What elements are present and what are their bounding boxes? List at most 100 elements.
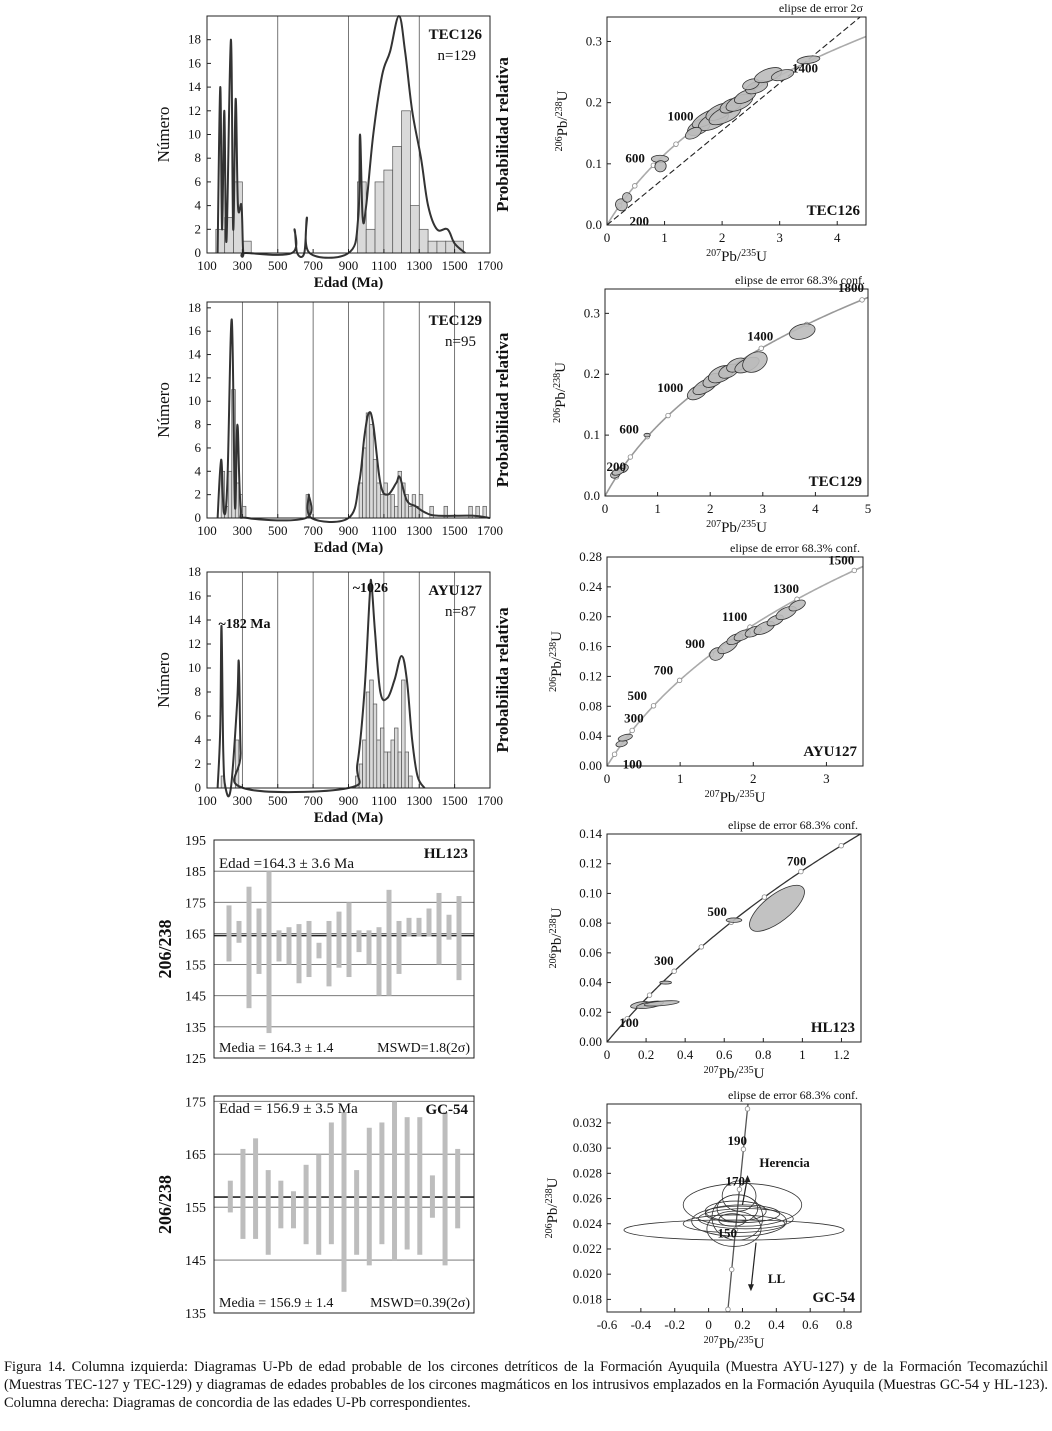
y-tick-label: 14 [188,347,202,362]
y-tick-label: 10 [188,393,201,408]
age-label: 500 [628,688,648,703]
x-tick-label: 0.6 [716,1047,733,1062]
age-error-bar [436,892,442,965]
histogram-bar [392,146,402,254]
histogram-bar [390,494,395,519]
x-tick-label: 100 [197,793,217,808]
y-tick-label: 0 [195,245,202,260]
y-axis-label: 206/238 [155,919,175,978]
age-label: 300 [624,710,644,725]
error-ellipse [742,351,768,373]
error-ellipse [611,467,625,476]
plot-frame [604,288,869,497]
x-tick-label: -0.6 [597,1317,618,1332]
plot-area [607,565,863,766]
error-ellipse-label: elipse de error 68.3% conf. [728,1088,858,1102]
error-ellipse [682,1214,786,1233]
age-error-bar [303,1164,309,1245]
sample-title: GC-54 [426,1102,469,1118]
histogram-bar [374,181,385,254]
x-tick-label: -0.2 [664,1317,685,1332]
y-tick-label: 16 [188,55,202,70]
histogram-bar [397,751,402,789]
age-error-bar [316,1154,322,1255]
y2-axis-label: Probabilidad relativa [493,57,512,212]
x-tick-label: 300 [233,258,253,273]
y-axis-label: Número [154,652,173,708]
mswd-label: MSWD=1.8(2σ) [377,1041,470,1056]
probability-curve [216,14,466,259]
age-error-bar [346,902,352,978]
y-tick-label: 4 [195,198,202,213]
age-error-bar [417,1117,423,1255]
y-tick-label: 0.024 [573,1216,603,1231]
x-tick-label: 1300 [406,523,432,538]
x-tick-label: 2 [719,230,726,245]
x-tick-label: 1500 [442,793,468,808]
age-marker [698,944,705,950]
y-tick-label: 0.12 [579,856,602,871]
x-tick-label: 1100 [371,523,397,538]
histogram-bar [394,727,399,789]
y-tick-label: 145 [185,1254,206,1269]
ayu127_hist-chart: 0 2 4 6 8 10 12 14 16 18 100 300 500 700 900 1100 1300 15… [154,564,512,826]
x-tick-label: 1500 [442,258,468,273]
y-tick-label: 0.032 [573,1115,602,1130]
mean-label: Media = 156.9 ± 1.4 [219,1296,333,1311]
age-label: 200 [630,214,650,229]
x-tick-label: 300 [233,793,253,808]
y-tick-label: 0.0 [586,217,602,232]
y-tick-label: 10 [188,127,201,142]
age-label: 700 [787,854,807,869]
y-tick-label: 0.08 [579,915,602,930]
age-error-bar [296,924,302,984]
plot-frame [606,556,864,767]
x-tick-label: 100 [197,523,217,538]
x-tick-label: 100 [197,258,217,273]
y-tick-label: 16 [188,588,202,603]
x-tick-label: 1.2 [833,1047,849,1062]
plot-area [623,1104,845,1312]
age-label: 150 [718,1226,738,1241]
x-tick-label: 0 [604,1047,611,1062]
histogram-bar [390,739,395,789]
sample-title: TEC129 [429,313,482,329]
age-error-bar [290,1191,296,1229]
y-axis-label: 206/238 [155,1175,175,1234]
age-label: 300 [654,953,674,968]
histogram-bar [372,459,378,519]
y-tick-label: 18 [188,564,201,579]
x-tick-label: 900 [339,523,359,538]
lead-loss-label: LL [768,1271,786,1286]
histogram-bar [379,494,385,519]
y-tick-label: 0.00 [579,758,602,773]
age-label: 1500 [828,552,854,567]
arrow-down [750,1242,757,1290]
x-tick-label: -0.4 [631,1317,652,1332]
error-ellipse [706,1210,762,1247]
x-tick-label: 700 [303,793,323,808]
age-error-bar [246,886,252,1009]
plot-frame [213,839,475,1059]
age-label: 600 [619,422,639,437]
error-ellipse [770,69,795,82]
age-marker [736,1186,743,1193]
age-error-bar [227,1180,233,1213]
age-label: 190 [727,1133,747,1148]
y-tick-label: 18 [188,300,201,315]
y-tick-label: 175 [185,896,206,911]
x-tick-label: 700 [303,258,323,273]
ayu127_conc-chart: 0 1 2 3 0.00 0.04 0.08 0.12 0.16 0.20 0.24 0.28 207P… [548,541,864,806]
age-error-bar [366,930,372,965]
age-label: 1100 [722,609,747,624]
age-marker [744,1106,751,1112]
error-ellipse-label: elipse de error 68.3% conf. [728,818,858,832]
error-ellipse [643,1000,680,1007]
x-axis-label: 207Pb/235U [704,1065,765,1082]
x-tick-label: 0.8 [755,1047,771,1062]
histogram-bar [383,482,388,519]
error-ellipse [698,1208,794,1230]
tec126_conc-chart: 0 1 2 3 4 0.0 0.1 0.2 0.3 207Pb/235U 206Pb/238U eli… [554,1,867,265]
histogram-bar [365,691,371,789]
